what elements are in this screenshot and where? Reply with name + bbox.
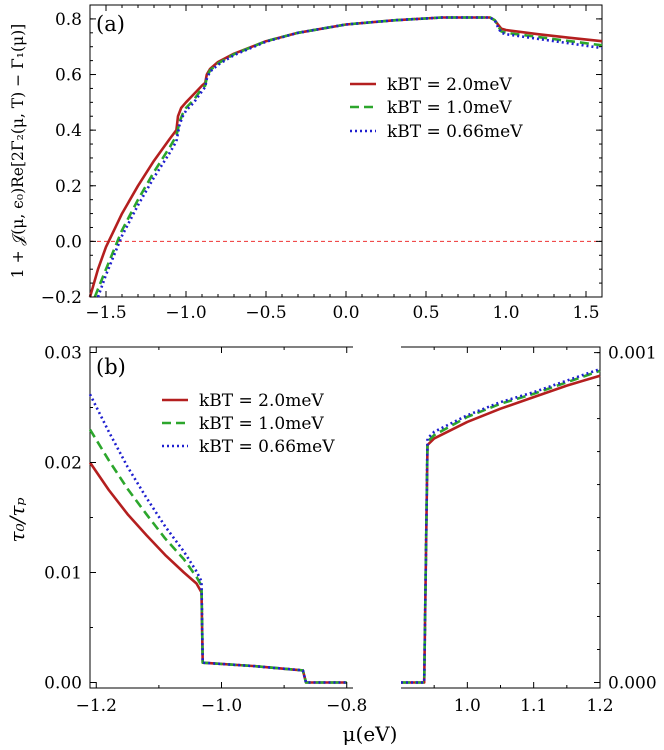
panel-a-xtick-label: −1.5 [85,303,126,323]
panel-a-series-blue [96,16,603,298]
panel-b-series-group [88,367,601,684]
panel-b-legend: kBT = 2.0meV kBT = 1.0meV kBT = 0.66meV [162,391,335,457]
panel-b-right-ytick-label: 0.001 [608,344,657,364]
panel-b-left-series-blue [88,393,347,684]
panel-b-left-xtick-label: −0.8 [326,696,367,716]
legend-b-label-1: kBT = 2.0meV [199,391,324,411]
panel-a-ytick-label: 0.4 [55,121,82,141]
panel-a-series-green [93,16,603,298]
panel-b: −1.2 −1.0 −0.8 1.0 1.1 1.2 0.000.010.020.030.… [5,344,657,747]
panel-a-xtick-label: −0.5 [245,303,286,323]
panel-b-xticks: −1.2 −1.0 −0.8 1.0 1.1 1.2 [76,347,614,716]
panel-b-right-xtick-label: 1.1 [520,696,547,716]
panel-b-left-ytick-label: 0.01 [44,564,82,584]
panel-a-xticks: −1.5 −1.0 −0.5 0.0 0.5 1.0 1.5 [85,5,603,323]
panel-b-label: (b) [96,355,126,379]
panel-b-right-xtick-label: 1.0 [454,696,481,716]
panel-a-ytick-label: 0.6 [55,66,82,86]
panel-a-xtick-label: 1.5 [572,303,599,323]
panel-a-frame [89,4,603,298]
legend-b-label-3: kBT = 0.66meV [199,437,335,457]
panel-a-ytick-label: −0.2 [41,288,82,308]
panel-b-ylabel: τ₀/τₚ [5,498,29,543]
panel-b-right-series-green [401,369,601,684]
panel-b-right-series-red [401,374,601,684]
panel-b-left-series-green [88,428,347,684]
panel-b-left-xtick-label: −1.2 [76,696,117,716]
panel-a-ytick-label: 0.8 [55,10,82,30]
panel-b-left-ytick-label: 0.00 [44,674,82,694]
panel-a-xtick-label: 0.0 [332,303,359,323]
panel-a-legend: kBT = 2.0meV kBT = 1.0meV kBT = 0.66meV [350,75,523,142]
panel-a-label: (a) [96,12,125,36]
panel-a-ytick-label: 0.2 [55,177,82,197]
panel-a-xtick-label: −1.0 [165,303,206,323]
panel-a-ylabel: 1 + 𝒥(μ, ϵ₀)Re[2Γ₂(μ, T) − Γ₁(μ)] [9,24,27,278]
panel-b-xlabel: μ(eV) [343,722,398,746]
panel-b-left-xtick-label: −1.0 [201,696,242,716]
legend-a-label-1: kBT = 2.0meV [387,75,512,95]
panel-b-left-ytick-label: 0.02 [44,454,82,474]
legend-b-label-2: kBT = 1.0meV [199,414,324,434]
panel-a-ytick-label: 0.0 [55,232,82,252]
panel-a-xtick-label: 1.0 [492,303,519,323]
panel-b-right-frame [401,346,601,689]
panel-b-left-ytick-label: 0.03 [44,344,82,364]
panel-b-left-series-red [88,461,347,684]
legend-a-label-3: kBT = 0.66meV [387,122,523,142]
panel-a-yticks: −0.2 0.0 0.2 0.4 0.6 0.8 [41,10,602,308]
panel-b-right-ytick-label: 0.000 [608,673,657,693]
panel-b-right-series-blue [401,367,601,684]
panel-b-yticks: 0.00 0.01 0.02 0.03 0.000 0.001 [44,344,657,694]
panel-b-right-xtick-label: 1.2 [586,696,613,716]
panel-a: −1.5 −1.0 −0.5 0.0 0.5 1.0 1.5 −0.2 0.0 0.2 0.4 0.… [9,4,603,323]
panel-a-xtick-label: 0.5 [412,303,439,323]
panel-a-series-group [88,16,603,298]
legend-a-label-2: kBT = 1.0meV [387,98,512,118]
